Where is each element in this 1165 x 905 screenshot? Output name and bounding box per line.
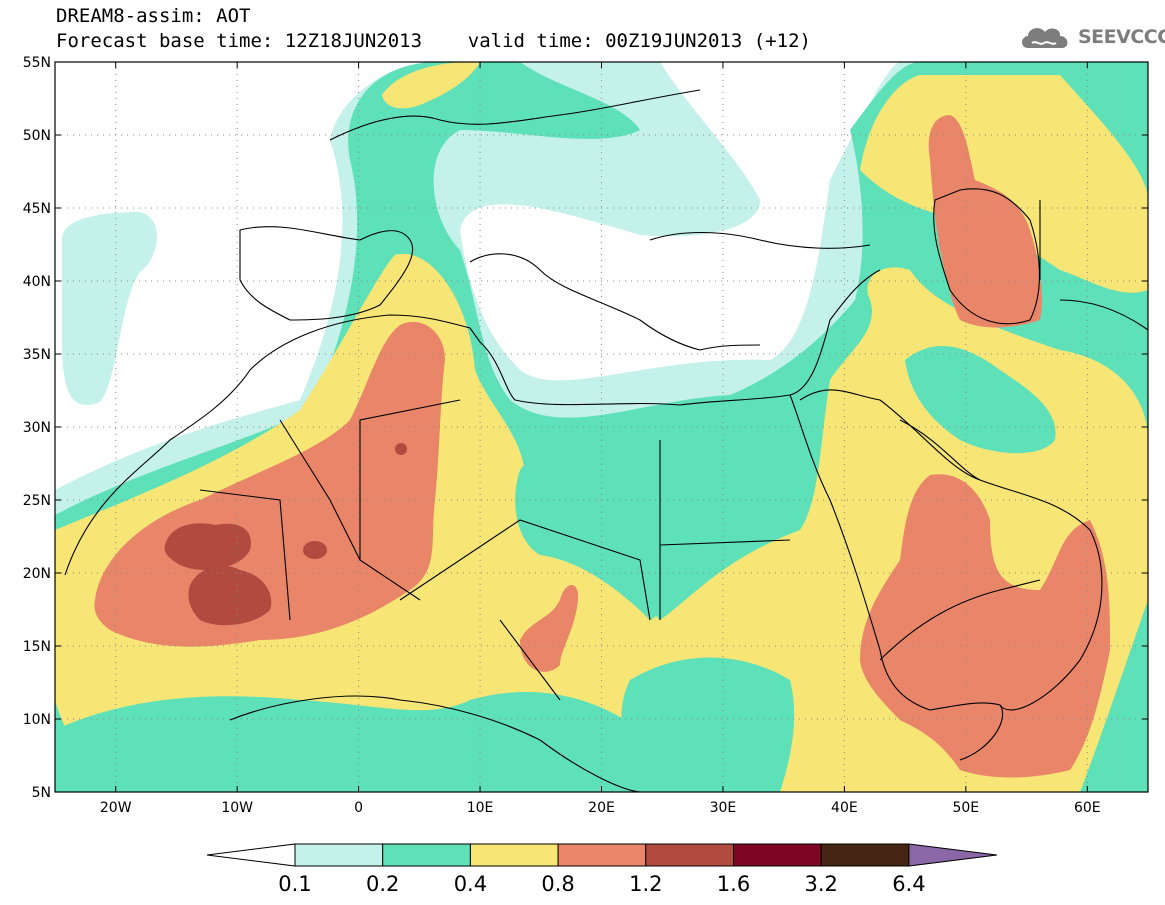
lon-label: 60E (1074, 800, 1101, 816)
seevccc-logo: SEEVCCC (1018, 22, 1165, 52)
coastlines-borders (64, 89, 1148, 792)
aot-level-0-2-patches (55, 346, 1056, 792)
lon-label: 10W (221, 800, 253, 816)
colorbar-label: 0.4 (453, 872, 488, 896)
colorbar-label: 6.4 (892, 872, 926, 896)
colorbar-segment (645, 843, 734, 867)
lon-label: 40E (831, 800, 858, 816)
colorbar-segment (469, 843, 559, 867)
lon-label: 50E (952, 800, 979, 816)
cloud-logo-icon (1022, 28, 1068, 48)
colorbar-label: 0.1 (278, 872, 312, 896)
lat-label: 50N (23, 128, 51, 144)
colorbar-segment (294, 843, 384, 867)
lat-label: 55N (23, 55, 51, 71)
lat-label: 45N (23, 201, 51, 217)
lat-label: 10N (23, 712, 51, 728)
colorbar-segment (382, 843, 471, 867)
logo-text: SEEVCCC (1078, 26, 1165, 48)
longitude-labels: 20W 10W 0 10E 20E 30E 40E 50E 60E (100, 62, 1101, 816)
colorbar-min-arrow (206, 843, 296, 867)
lon-label: 0 (354, 800, 363, 816)
map-title: DREAM8-assim: AOT (56, 5, 251, 27)
colorbar-max-arrow (908, 843, 997, 867)
lat-label: 40N (23, 274, 51, 290)
colorbar-label: 0.2 (365, 872, 400, 896)
lon-label: 20W (100, 800, 132, 816)
lat-label: 15N (23, 639, 51, 655)
lon-label: 30E (710, 800, 737, 816)
lat-label: 30N (23, 420, 51, 436)
latitude-labels: 55N 50N 45N 40N 35N 30N 25N 20N 15N 10N 5N (23, 55, 1148, 801)
colorbar-segment (733, 843, 822, 867)
lon-label: 10E (467, 800, 494, 816)
colorbar-segment (557, 843, 647, 867)
colorbar-label: 1.2 (629, 872, 663, 896)
lon-label: 20E (588, 800, 615, 816)
colorbar-label: 1.6 (716, 872, 751, 896)
colorbar-label: 3.2 (804, 872, 838, 896)
lat-label: 35N (23, 347, 51, 363)
aot-level-1-2 (164, 443, 407, 626)
lat-label: 5N (32, 785, 51, 801)
colorbar-label: 0.8 (541, 872, 575, 896)
lat-label: 25N (23, 493, 51, 509)
colorbar-segment (820, 843, 910, 867)
lat-label: 20N (23, 566, 51, 582)
aot-colorbar (206, 843, 997, 867)
forecast-time-subtitle: Forecast base time: 12Z18JUN2013 valid t… (56, 30, 811, 52)
